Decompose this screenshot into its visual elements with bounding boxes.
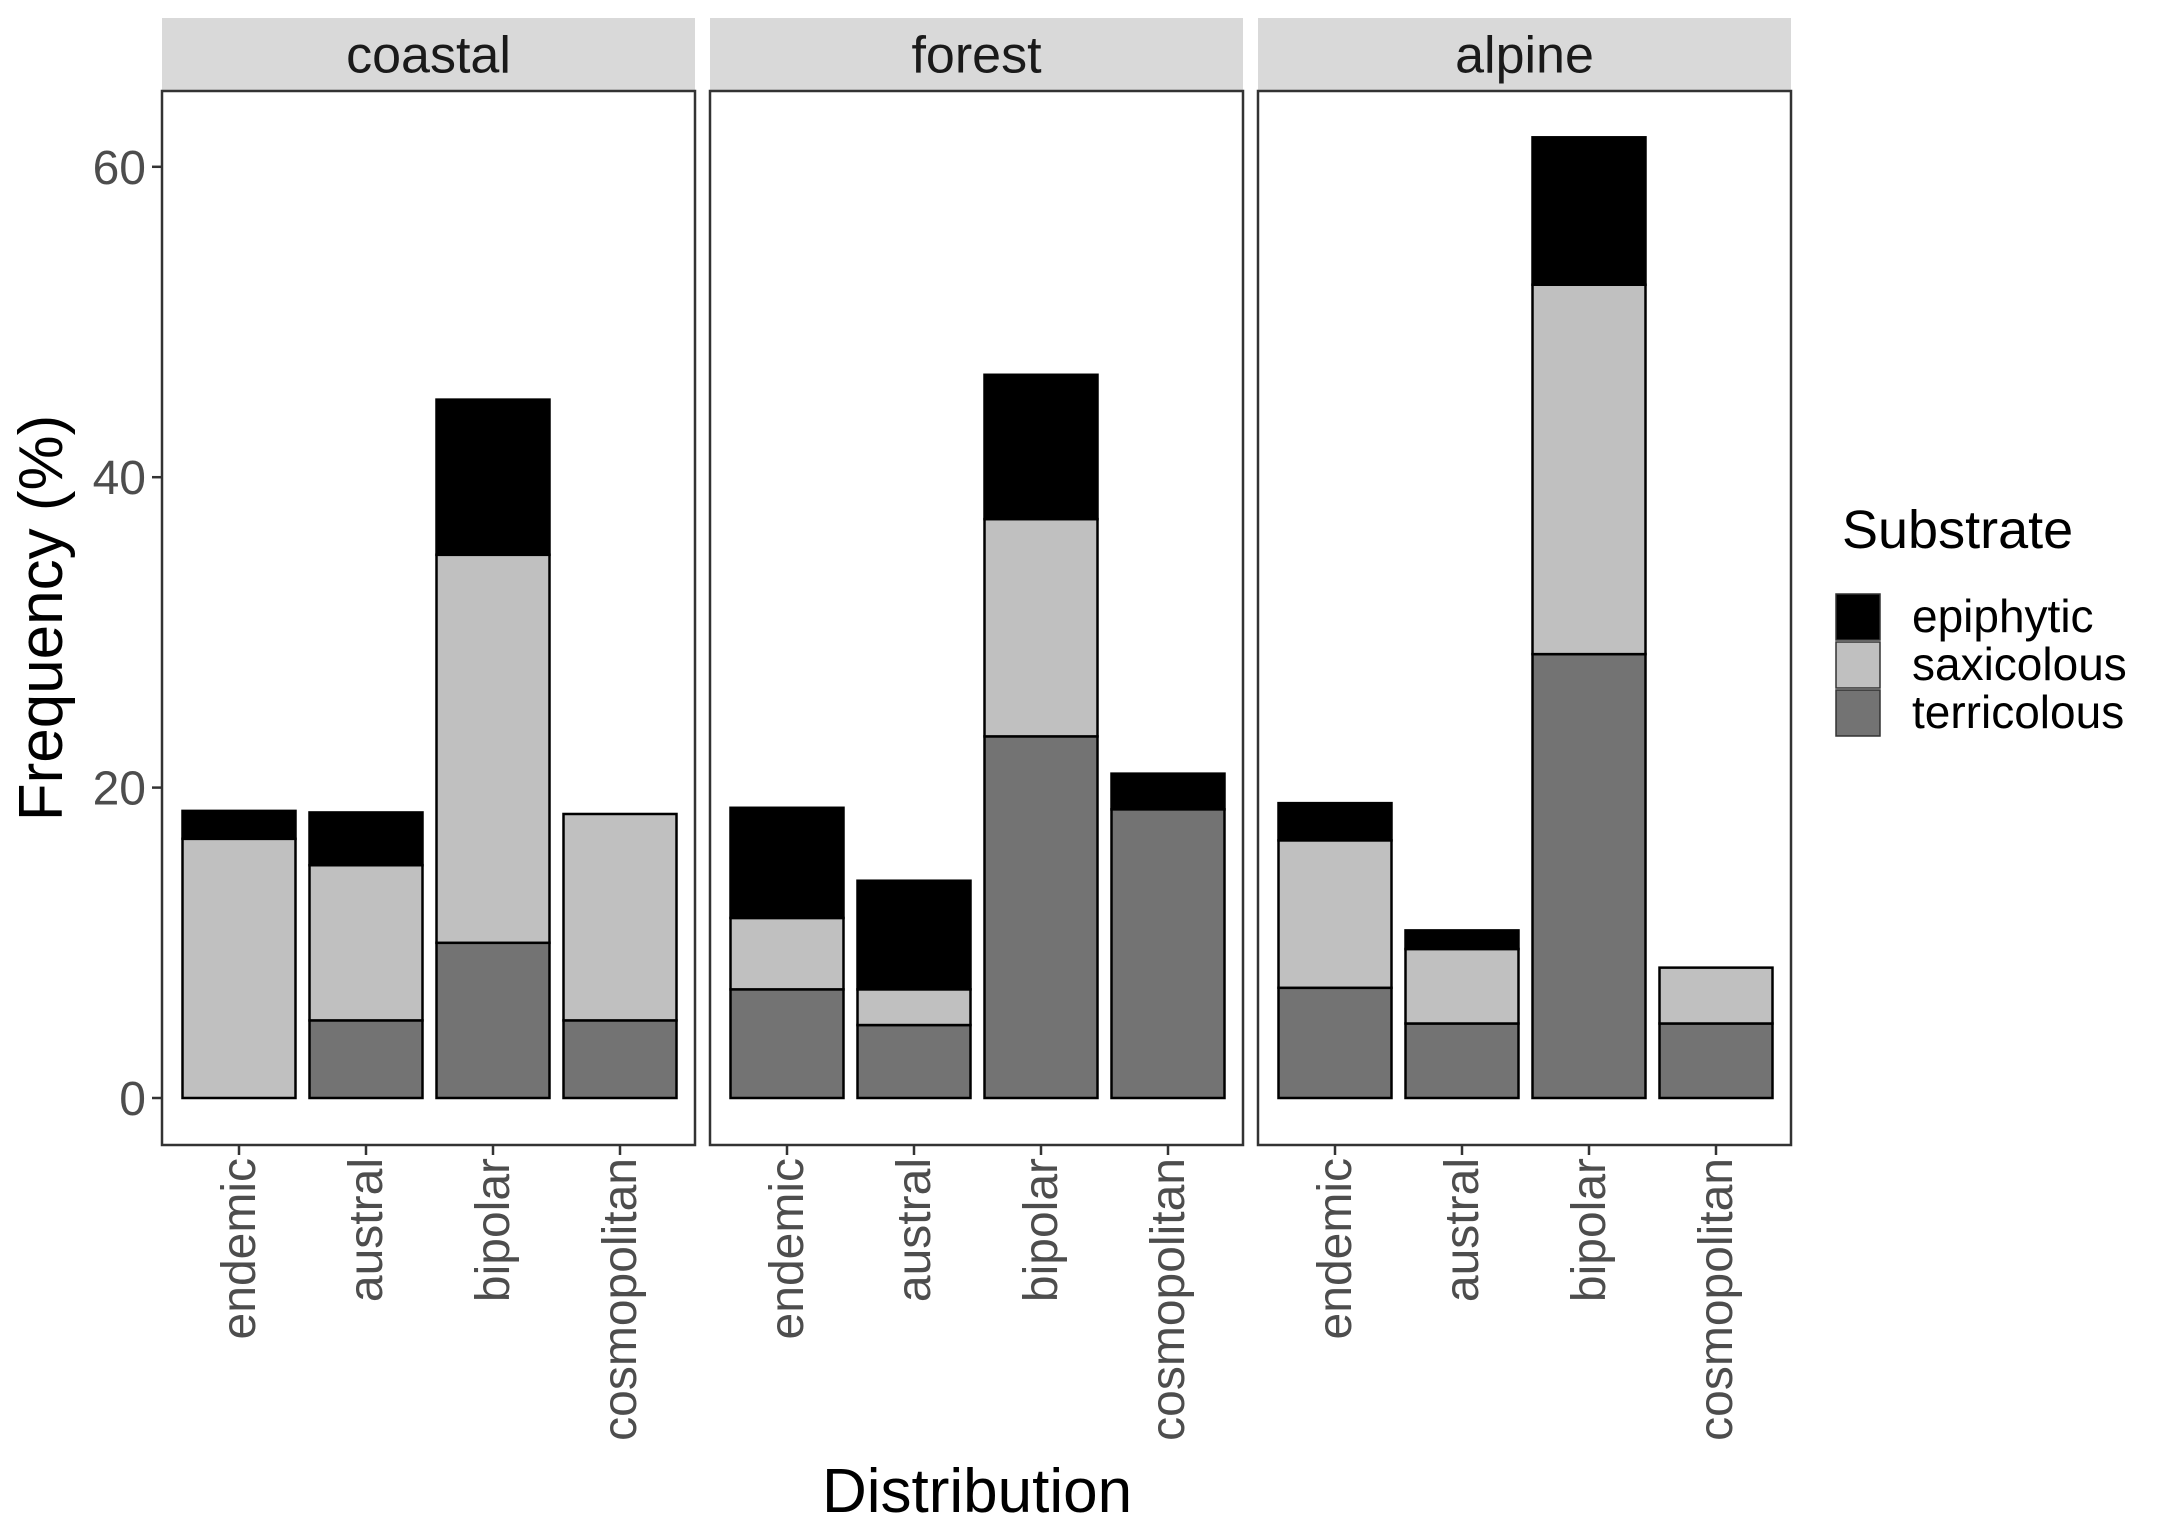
bar-segment-alpine-bipolar-terricolous — [1531, 652, 1647, 1100]
x-tick-label: austral — [888, 1158, 941, 1302]
panel-border — [160, 89, 697, 1147]
bar-segment-forest-bipolar-epiphytic — [983, 373, 1099, 521]
legend-key-saxicolous — [1835, 641, 1881, 689]
bar-segment-coastal-austral-terricolous — [308, 1019, 424, 1100]
x-tick-label: cosmopolitan — [594, 1158, 647, 1441]
x-tick-label: austral — [1436, 1158, 1489, 1302]
facet-panel-forest: forest endemic austral bipolar cosmopolitan — [708, 18, 1245, 1441]
bar-segment-coastal-bipolar-terricolous — [435, 941, 551, 1100]
bar-segment-alpine-endemic-saxicolous — [1277, 839, 1393, 990]
panel-border — [1256, 89, 1793, 1147]
bar-segment-coastal-cosmopolitan-terricolous — [562, 1019, 678, 1100]
facet-strip — [710, 18, 1243, 91]
bar-segment-coastal-endemic-epiphytic — [181, 809, 297, 841]
y-tick-label: 0 — [119, 1073, 146, 1126]
legend-key-terricolous — [1835, 689, 1881, 737]
bar-segment-forest-austral-saxicolous — [856, 988, 972, 1027]
bar-segment-alpine-austral-epiphytic — [1404, 929, 1520, 951]
bar-segment-forest-endemic-saxicolous — [729, 916, 845, 991]
y-tick-label: 20 — [93, 763, 146, 816]
facet-strip-label: alpine — [1455, 27, 1594, 85]
panel-border — [708, 89, 1245, 1147]
bar-segment-alpine-bipolar-saxicolous — [1531, 283, 1647, 656]
facet-panel-alpine: alpine endemic austral bipolar cosmopolitan — [1256, 18, 1793, 1441]
bar-segment-forest-endemic-epiphytic — [729, 806, 845, 920]
x-tick-label: bipolar — [1563, 1158, 1616, 1302]
bar-segment-forest-bipolar-saxicolous — [983, 517, 1099, 738]
x-tick-label: cosmopolitan — [1142, 1158, 1195, 1441]
x-tick-label: endemic — [761, 1158, 814, 1339]
legend-key-epiphytic — [1835, 593, 1881, 641]
x-tick-label: austral — [340, 1158, 393, 1302]
x-tick-label: endemic — [1309, 1158, 1362, 1339]
x-tick-label: endemic — [213, 1158, 266, 1339]
bar-segment-forest-cosmopolitan-terricolous — [1110, 808, 1226, 1100]
bar-segment-forest-austral-terricolous — [856, 1023, 972, 1100]
legend-label-epiphytic: epiphytic — [1912, 590, 2094, 642]
bar-segment-alpine-cosmopolitan-saxicolous — [1658, 966, 1774, 1025]
bar-segment-alpine-endemic-terricolous — [1277, 986, 1393, 1100]
bar-segment-alpine-endemic-epiphytic — [1277, 801, 1393, 842]
bar-segment-alpine-austral-saxicolous — [1404, 947, 1520, 1025]
facet-panel-coastal: coastal endemic austral bipolar cosmopolitan — [160, 18, 697, 1441]
bar-segment-forest-austral-epiphytic — [856, 879, 972, 991]
x-tick-label: cosmopolitan — [1690, 1158, 1743, 1441]
facet-panels: coastal endemic austral bipolar cosmopolitan… — [160, 18, 1793, 1441]
bar-segment-forest-cosmopolitan-epiphytic — [1110, 772, 1226, 811]
y-tick-label: 40 — [93, 452, 146, 505]
y-tick-label: 60 — [93, 142, 146, 195]
x-axis-title: Distribution — [822, 1457, 1132, 1526]
legend-label-saxicolous: saxicolous — [1912, 638, 2127, 690]
facet-strip — [162, 18, 695, 91]
bar-segment-alpine-austral-terricolous — [1404, 1022, 1520, 1100]
legend-label-terricolous: terricolous — [1912, 686, 2124, 738]
facet-strip — [1258, 18, 1791, 91]
facet-strip-label: forest — [911, 27, 1042, 85]
bar-segment-forest-bipolar-terricolous — [983, 735, 1099, 1100]
x-tick-label: bipolar — [467, 1158, 520, 1302]
bar-segment-coastal-austral-saxicolous — [308, 863, 424, 1022]
bar-segment-alpine-cosmopolitan-terricolous — [1658, 1022, 1774, 1100]
bar-segment-coastal-endemic-saxicolous — [181, 837, 297, 1100]
bar-segment-coastal-cosmopolitan-saxicolous — [562, 812, 678, 1022]
y-axis-title: Frequency (%) — [7, 415, 76, 822]
bar-segment-forest-endemic-terricolous — [729, 988, 845, 1100]
legend-title: Substrate — [1842, 500, 2073, 560]
x-tick-label: bipolar — [1015, 1158, 1068, 1302]
bar-segment-coastal-bipolar-epiphytic — [435, 398, 551, 557]
y-axis: 0 20 40 60 — [93, 142, 162, 1126]
bar-segment-coastal-bipolar-saxicolous — [435, 553, 551, 945]
facet-strip-label: coastal — [346, 27, 511, 85]
bar-segment-coastal-austral-epiphytic — [308, 811, 424, 867]
bar-segment-alpine-bipolar-epiphytic — [1531, 136, 1647, 287]
